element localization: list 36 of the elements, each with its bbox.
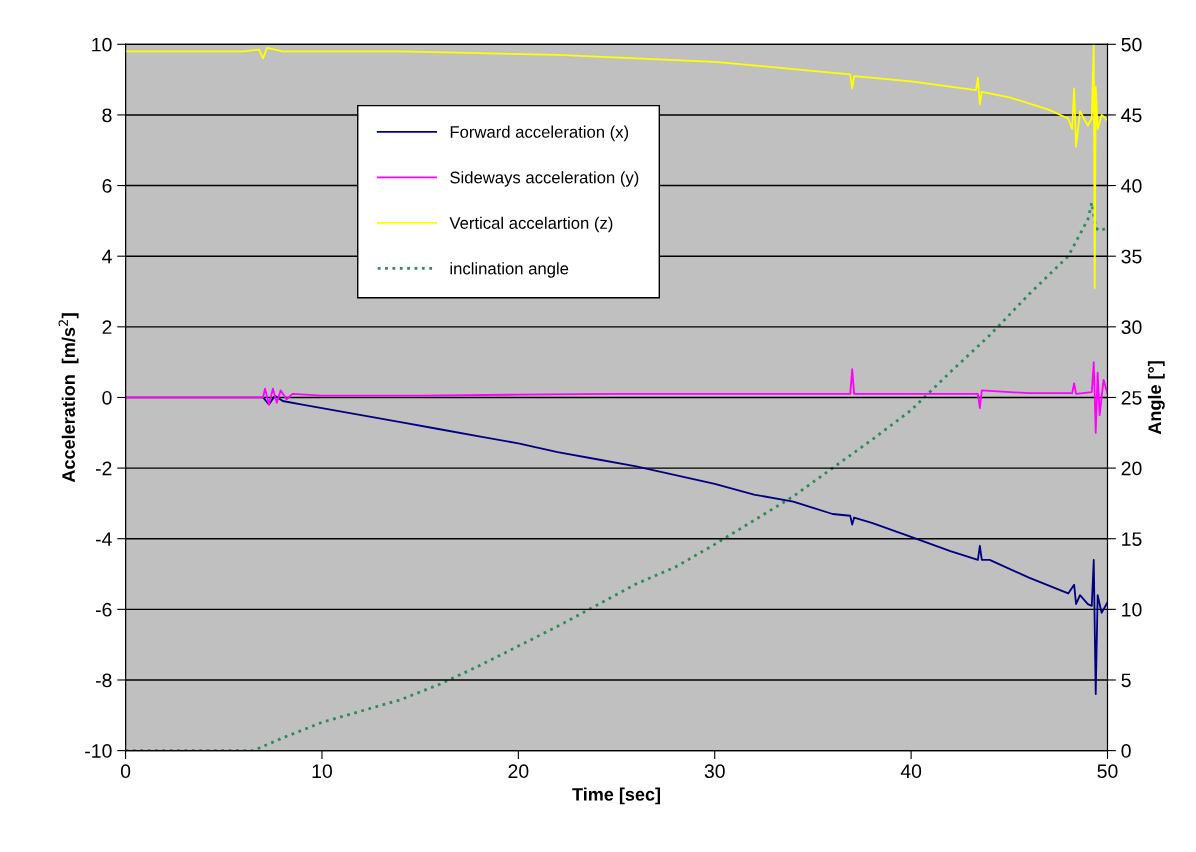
y-tick-label: -2 — [95, 461, 112, 476]
y2-tick-label: 15 — [1122, 532, 1142, 546]
y2-tick-label: 25 — [1121, 390, 1142, 405]
y2-tick-label: 45 — [1121, 108, 1142, 123]
y-tick-label: -4 — [95, 532, 112, 546]
x-tick-label: 40 — [900, 764, 922, 779]
legend-label: inclination angle — [450, 262, 569, 278]
legend-label: Forward acceleration (x) — [450, 125, 629, 142]
y-tick-label: 2 — [102, 320, 112, 334]
x-tick-label: 10 — [312, 764, 333, 779]
y-axis-title: Acceleration [m/s$^{2}$] — [58, 313, 79, 483]
y2-tick-label: 5 — [1121, 673, 1131, 688]
x-tick-label: 50 — [1097, 764, 1118, 779]
y2-tick-label: 40 — [1121, 179, 1142, 193]
y2-tick-label: 35 — [1121, 249, 1142, 264]
y2-tick-label: 20 — [1121, 461, 1142, 476]
y-tick-label: -6 — [95, 602, 112, 617]
x-tick-label: 0 — [120, 764, 131, 779]
line-series — [262, 394, 1108, 696]
x-tick-label: 30 — [704, 764, 725, 779]
x-axis-title: Time [sec] — [572, 787, 661, 805]
y2-tick-label: 30 — [1121, 320, 1142, 335]
y2-tick-label: 10 — [1122, 602, 1142, 617]
y-tick-label: -8 — [95, 673, 112, 688]
legend-label: Sideways acceleration (y) — [450, 171, 639, 187]
y-tick-label: 4 — [102, 249, 112, 264]
y-tick-label: -10 — [85, 744, 112, 758]
y2-axis-title: Angle [°] — [1147, 361, 1165, 435]
x-tick-label: 20 — [508, 764, 529, 779]
legend-label: Vertical accelartion (z) — [449, 216, 613, 233]
y-tick-label: 10 — [92, 37, 112, 52]
y2-tick-label: 0 — [1121, 744, 1131, 758]
y2-tick-label: 50 — [1121, 37, 1142, 52]
y-tick-label: 0 — [102, 390, 112, 405]
y-tick-label: 8 — [102, 108, 112, 123]
y-tick-label: 6 — [102, 179, 112, 193]
